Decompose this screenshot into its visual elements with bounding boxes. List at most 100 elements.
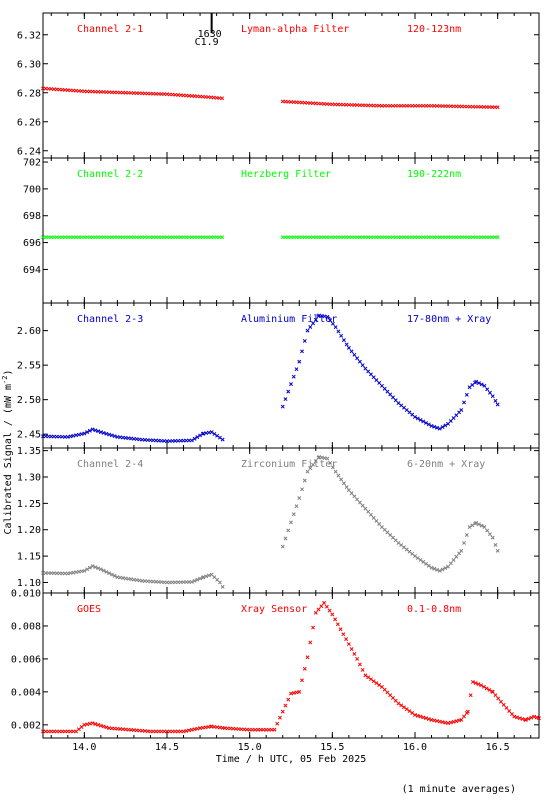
data-point xyxy=(402,705,406,710)
band-range: 17-80nm + Xray xyxy=(407,314,491,325)
data-point xyxy=(90,427,95,432)
data-point xyxy=(87,565,92,570)
data-point xyxy=(311,625,315,630)
panel-5: 0.002 0.004 0.006 0.008 0.010 GOES Xray Sensor… xyxy=(11,589,541,739)
x-tick-label: 15.0 xyxy=(238,742,262,753)
data-point xyxy=(407,709,412,714)
data-point xyxy=(300,487,304,492)
data-point xyxy=(82,722,87,727)
data-point xyxy=(201,575,206,580)
data-point xyxy=(341,338,346,343)
data-point xyxy=(366,369,371,374)
data-point xyxy=(192,727,197,732)
y-tick-label: 1.10 xyxy=(17,578,41,589)
flare-time: 1630 xyxy=(198,29,222,40)
data-point xyxy=(98,567,103,572)
data-point xyxy=(325,456,330,461)
data-point xyxy=(280,709,285,714)
data-point xyxy=(363,506,368,511)
data-point xyxy=(382,527,387,532)
data-point xyxy=(184,728,189,733)
data-point xyxy=(391,695,395,700)
data-point xyxy=(418,714,423,719)
data-point xyxy=(322,314,327,319)
data-point xyxy=(484,686,489,691)
flare-class: C1.9 xyxy=(195,37,219,48)
data-point xyxy=(291,512,296,517)
x-tick-label: 16.0 xyxy=(403,742,427,753)
y-tick-label: 2.50 xyxy=(17,395,41,406)
data-point xyxy=(338,627,343,632)
data-point xyxy=(112,573,117,578)
data-point xyxy=(393,398,398,403)
y-tick-label: 6.24 xyxy=(17,146,41,157)
data-point xyxy=(529,715,534,720)
y-tick-label: 2.45 xyxy=(17,430,41,441)
data-point xyxy=(349,491,354,496)
data-point xyxy=(432,718,437,723)
data-point xyxy=(368,677,373,682)
data-point xyxy=(421,559,426,564)
data-point xyxy=(85,722,90,727)
data-point xyxy=(371,515,376,520)
data-point xyxy=(313,317,318,322)
band-range: 0.1-0.8nm xyxy=(407,604,461,615)
data-point xyxy=(391,395,395,400)
data-point xyxy=(476,522,481,527)
data-point xyxy=(308,325,313,329)
data-point xyxy=(413,712,417,717)
data-point xyxy=(490,394,495,399)
data-point xyxy=(493,543,498,547)
data-point xyxy=(459,548,464,553)
data-point xyxy=(515,715,519,720)
data-point xyxy=(437,426,442,431)
data-point xyxy=(341,632,346,637)
data-point xyxy=(294,504,299,509)
data-point xyxy=(379,684,384,689)
data-point xyxy=(289,520,293,525)
data-point xyxy=(451,416,456,421)
data-point xyxy=(470,680,475,684)
band-range: 120-123nm xyxy=(407,24,461,35)
data-point xyxy=(302,666,307,671)
data-point xyxy=(446,421,451,426)
data-point xyxy=(357,662,362,667)
data-point xyxy=(352,352,357,357)
x-tick-label: 14.5 xyxy=(155,742,179,753)
data-point xyxy=(482,383,487,388)
data-point xyxy=(446,564,451,569)
data-point xyxy=(487,688,492,692)
data-point xyxy=(476,682,481,687)
filter-name: Herzberg Filter xyxy=(241,169,331,180)
band-range: 6-20nm + Xray xyxy=(407,459,485,470)
data-point xyxy=(429,717,434,722)
data-point xyxy=(189,579,194,584)
data-point xyxy=(490,689,495,694)
data-point xyxy=(368,372,373,377)
data-point xyxy=(448,720,453,725)
data-point xyxy=(495,402,500,407)
data-point xyxy=(440,567,445,572)
data-point xyxy=(435,567,439,572)
y-tick-label: 698 xyxy=(23,211,41,222)
data-point xyxy=(421,419,426,424)
data-point xyxy=(109,572,114,577)
series-2-points xyxy=(41,235,500,240)
data-point xyxy=(65,434,70,439)
data-point xyxy=(317,313,322,318)
data-point xyxy=(377,381,382,385)
data-point xyxy=(283,536,288,541)
data-point xyxy=(352,494,357,499)
series-1-points xyxy=(41,86,500,110)
data-point xyxy=(220,235,225,240)
data-point xyxy=(109,433,114,438)
data-point xyxy=(462,400,467,405)
data-point xyxy=(464,533,469,537)
y-tick-label: 6.28 xyxy=(17,88,41,99)
data-point xyxy=(93,428,98,433)
x-tick-label: 14.0 xyxy=(72,742,96,753)
data-point xyxy=(319,604,324,609)
y-tick-label: 1.25 xyxy=(17,499,41,510)
data-point xyxy=(96,566,101,571)
data-point xyxy=(507,709,512,713)
